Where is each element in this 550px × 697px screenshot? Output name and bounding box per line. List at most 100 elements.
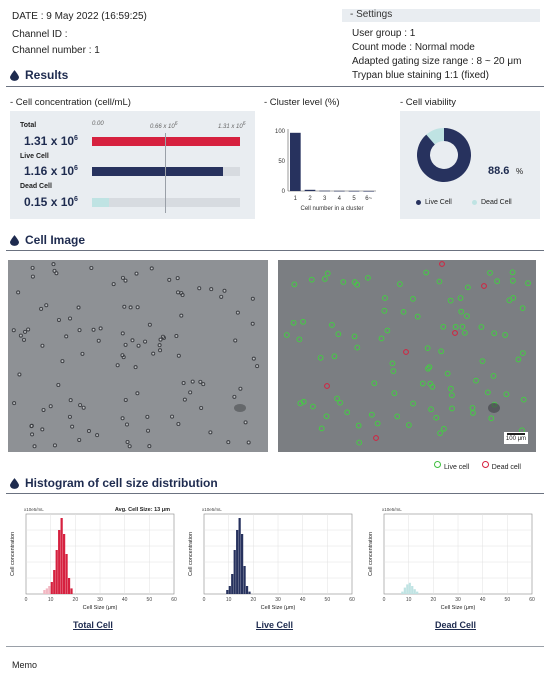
cell [89,265,94,270]
live-cell-histogram: 0 10 20 30 40 50 60 Cell Size (μm) Cell concentr… [188,507,355,610]
cell [151,267,153,270]
dead-cell-marker [439,261,445,267]
dead-cell-marker [324,383,330,389]
dead-cell-link[interactable]: Dead Cell [435,620,477,630]
cell [69,416,71,418]
cell [117,364,119,366]
cell [18,333,23,338]
x-tick: 50 [505,597,511,603]
viability-percent: 88.6 [488,165,510,177]
cell [179,313,184,318]
cell [170,414,175,419]
cell [27,328,29,331]
cell [159,338,162,341]
cell [23,339,25,341]
cell [44,303,49,308]
cell [135,305,140,310]
cell [146,416,148,418]
cell [78,439,80,441]
legend-dead-label: Dead cell [491,464,521,471]
brightfield-cells [11,262,260,449]
cell [81,405,86,410]
x-tick: 10 [48,597,54,603]
cell [256,365,258,367]
x-axis-label: Cell Size (μm) [83,605,118,610]
droplet-icon [10,234,19,246]
live-cell-marker [318,425,325,432]
histogram-bar [411,586,414,594]
live-cell-marker [478,324,485,330]
debris [488,403,500,413]
cell [23,329,28,334]
histogram-bar [248,591,251,594]
cell [13,402,15,404]
cell [26,327,31,332]
cell [16,290,21,295]
live-cell-marker [510,294,517,301]
histogram-bar [233,550,236,594]
cell [77,306,80,309]
live-cell-marker [502,332,509,338]
cell [83,407,85,409]
cell [123,397,128,402]
live-bar-track [92,167,240,176]
histogram-bar [403,587,406,594]
cell [184,399,186,401]
cell [68,316,73,321]
cell [136,392,139,394]
cell [98,326,103,331]
cell [17,372,22,377]
live-cell-marker [503,391,510,398]
live-cell-marker [457,295,464,301]
x-axis-label: Cell Size (μm) [261,605,296,610]
cell [91,327,96,332]
cell-image-heading: Cell Image [10,233,85,247]
live-cell-marker [447,297,454,304]
cell [24,331,26,333]
cell [57,384,59,386]
cell [198,287,200,289]
cell [53,270,56,272]
cell [182,382,185,384]
cluster-bar [290,132,301,191]
live-cell-marker [428,406,434,413]
histogram-bar [50,582,53,594]
live-cell-marker [463,313,470,320]
cell [58,319,60,321]
live-cell-link[interactable]: Live Cell [256,620,294,630]
live-cell-marker [519,305,526,312]
cell [208,430,213,435]
live-cell-marker [290,319,297,326]
live-cell-marker [291,281,298,288]
cell [52,268,57,273]
x-tick: 10 [226,597,232,603]
histogram-bar [245,586,249,594]
cell [32,267,34,269]
droplet-icon [10,477,19,489]
debris [234,404,246,412]
cell [134,366,137,368]
cell [122,304,127,309]
cell [60,359,65,364]
cell [123,342,128,347]
live-cell-marker [308,276,315,283]
divider [6,250,544,251]
cell [181,294,184,296]
mid-gridline [165,133,166,213]
live-cell-marker [300,318,306,325]
cell [175,335,177,337]
cell [121,354,124,356]
live-cell-marker [424,345,431,352]
total-cell-link[interactable]: Total Cell [73,620,113,630]
histogram-bar [408,582,411,594]
histogram-bar [45,588,48,594]
live-cell-marker [378,335,385,342]
cell [126,441,129,443]
cell [45,304,47,306]
dead-cell-histogram: 0 10 20 30 40 50 60 Cell Size (μm) Cell concentr… [368,507,535,610]
cluster-panel: 0 50 100 1 2 3 4 5 6~ Cell number in a cluster [264,111,392,219]
live-cell-legend-icon [434,461,441,469]
live-cell-marker [310,403,316,410]
total-value: 1.31 x 106 [24,134,78,148]
live-cell-marker [283,332,290,338]
